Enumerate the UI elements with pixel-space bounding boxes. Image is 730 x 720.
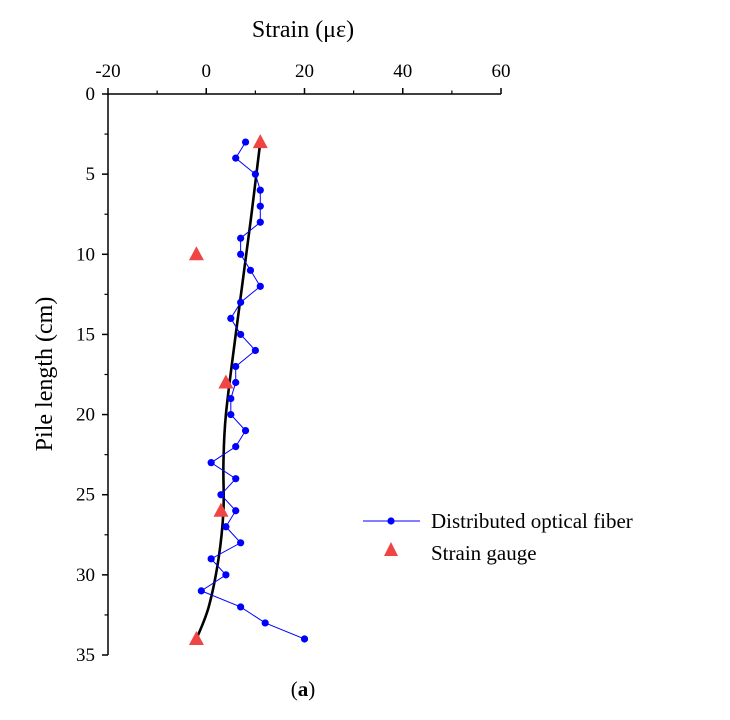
plot-frame	[107, 93, 501, 655]
y-tick-label: 15	[76, 324, 95, 345]
fiber-point	[237, 539, 245, 547]
fiber-point	[222, 571, 230, 579]
x-tick-label: -20	[95, 61, 120, 82]
fiber-point	[237, 330, 245, 339]
fiber-point	[207, 555, 215, 563]
gauge-point	[213, 502, 229, 517]
y-ticks: 0 5 10 15 20 25 30 35	[76, 84, 108, 666]
fiber-point	[241, 427, 250, 435]
fiber-point	[256, 202, 264, 210]
x-tick-label: 20	[295, 61, 314, 82]
fiber-point	[251, 346, 259, 355]
gauge-point	[188, 630, 204, 645]
fiber-point	[197, 587, 205, 595]
y-tick-label: 30	[76, 565, 95, 586]
legend-gauge-label: Strain gauge	[431, 541, 537, 565]
y-tick-label: 35	[76, 645, 95, 666]
gauge-point	[188, 246, 204, 261]
fit-curve-line	[195, 141, 262, 640]
fiber-point	[227, 314, 235, 322]
x-tick-label: 60	[492, 61, 511, 82]
fiber-point	[246, 266, 255, 274]
fiber-point	[237, 234, 245, 242]
fiber-point	[227, 410, 235, 419]
fit-curve	[195, 141, 262, 640]
y-tick-label: 20	[76, 405, 95, 426]
gauge-point	[252, 134, 268, 149]
fiber-point	[256, 186, 264, 194]
fiber-point	[237, 298, 245, 306]
caption-open: (	[291, 677, 298, 701]
fiber-point	[232, 507, 240, 515]
x-ticks: -20 0 20 40 60	[95, 61, 511, 94]
legend-fiber-marker	[387, 517, 395, 525]
gauge-point	[218, 374, 234, 389]
fiber-point	[232, 154, 240, 162]
y-tick-label: 10	[76, 244, 95, 265]
fiber-point	[217, 491, 225, 499]
fiber-point	[237, 603, 245, 611]
y-tick-label: 0	[86, 84, 96, 105]
fiber-point	[232, 378, 240, 387]
legend-gauge-marker	[384, 542, 398, 556]
x-tick-label: 40	[393, 61, 412, 82]
legend: Distributed optical fiber Strain gauge	[363, 509, 633, 565]
x-axis-title: Strain (με)	[252, 17, 354, 43]
fiber-point	[227, 394, 235, 403]
fiber-point	[256, 282, 264, 290]
gauge-series	[188, 134, 268, 645]
fiber-point	[261, 619, 269, 627]
caption-letter: a	[298, 677, 309, 701]
fiber-series	[197, 138, 309, 643]
y-tick-label: 25	[76, 485, 95, 506]
fiber-point	[251, 170, 259, 178]
figure-caption: (a)	[291, 677, 316, 701]
legend-fiber-label: Distributed optical fiber	[431, 509, 633, 533]
caption-close: )	[308, 677, 315, 701]
fiber-point	[207, 459, 215, 467]
fiber-point	[232, 362, 240, 371]
fiber-point	[222, 523, 230, 531]
x-tick-label: 0	[202, 61, 212, 82]
fiber-line	[200, 141, 305, 640]
y-axis-title: Pile length (cm)	[32, 297, 58, 452]
y-tick-label: 5	[86, 164, 96, 185]
fiber-point	[232, 443, 240, 451]
fiber-point	[241, 138, 250, 146]
fiber-point	[300, 635, 309, 643]
fiber-point	[256, 218, 264, 226]
fiber-point	[232, 475, 240, 483]
fiber-point	[237, 250, 245, 258]
